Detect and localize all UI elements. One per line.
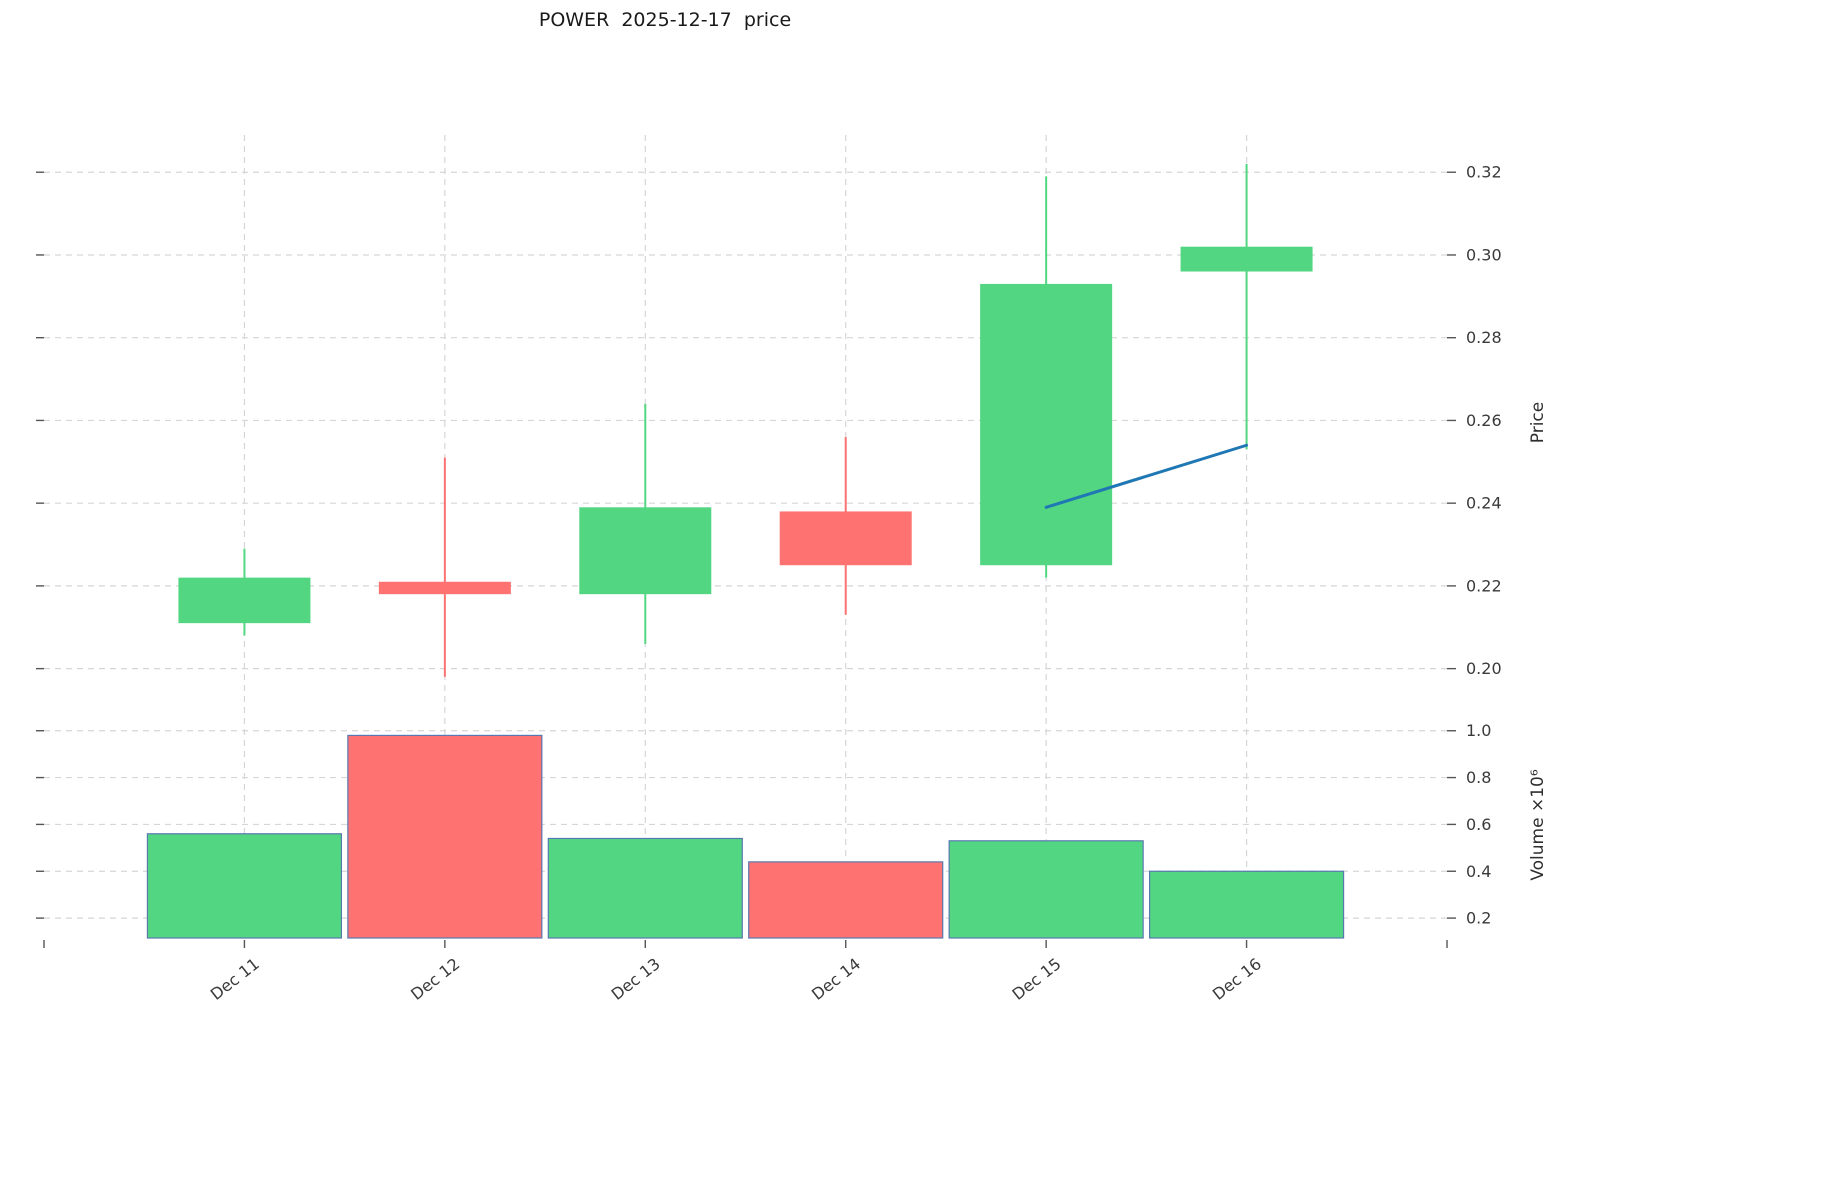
volume-tick-label: 0.2	[1466, 909, 1491, 928]
price-tick-label: 0.30	[1466, 245, 1502, 264]
volume-axis-label: Volume ×10⁶	[1528, 769, 1548, 881]
trend-line	[1044, 443, 1249, 509]
price-tick-label: 0.20	[1466, 659, 1502, 678]
candle-body	[579, 507, 712, 595]
volume-tick-label: 0.6	[1466, 815, 1491, 834]
candle-body	[378, 581, 511, 595]
date-label: Dec 12	[407, 954, 463, 1004]
volume-bar	[146, 833, 343, 939]
price-axis-label: Price	[1528, 402, 1548, 443]
price-tick-label: 0.24	[1466, 494, 1502, 513]
price-tick-label: 0.26	[1466, 411, 1502, 430]
volume-bar	[948, 840, 1144, 939]
candle-body	[1180, 246, 1313, 272]
volume-bar	[1148, 870, 1345, 939]
date-label: Dec 16	[1209, 954, 1265, 1004]
candle-body	[980, 283, 1113, 566]
volume-bar	[547, 837, 743, 939]
date-label: Dec 13	[608, 954, 664, 1004]
volume-tick-label: 1.0	[1466, 721, 1491, 740]
date-label: Dec 15	[1008, 954, 1064, 1004]
candle-body	[779, 511, 912, 566]
date-label: Dec 14	[808, 954, 864, 1004]
date-label: Dec 11	[207, 954, 263, 1004]
price-tick-label: 0.28	[1466, 328, 1502, 347]
volume-tick-label: 0.8	[1466, 768, 1491, 787]
chart-title: POWER 2025-12-17 price	[538, 9, 792, 31]
volume-tick-label: 0.4	[1466, 862, 1491, 881]
price-tick-label: 0.32	[1466, 163, 1502, 182]
volume-bar	[748, 861, 944, 939]
price-tick-label: 0.22	[1466, 576, 1502, 595]
volume-bar	[347, 734, 543, 939]
candle-body	[178, 577, 311, 624]
